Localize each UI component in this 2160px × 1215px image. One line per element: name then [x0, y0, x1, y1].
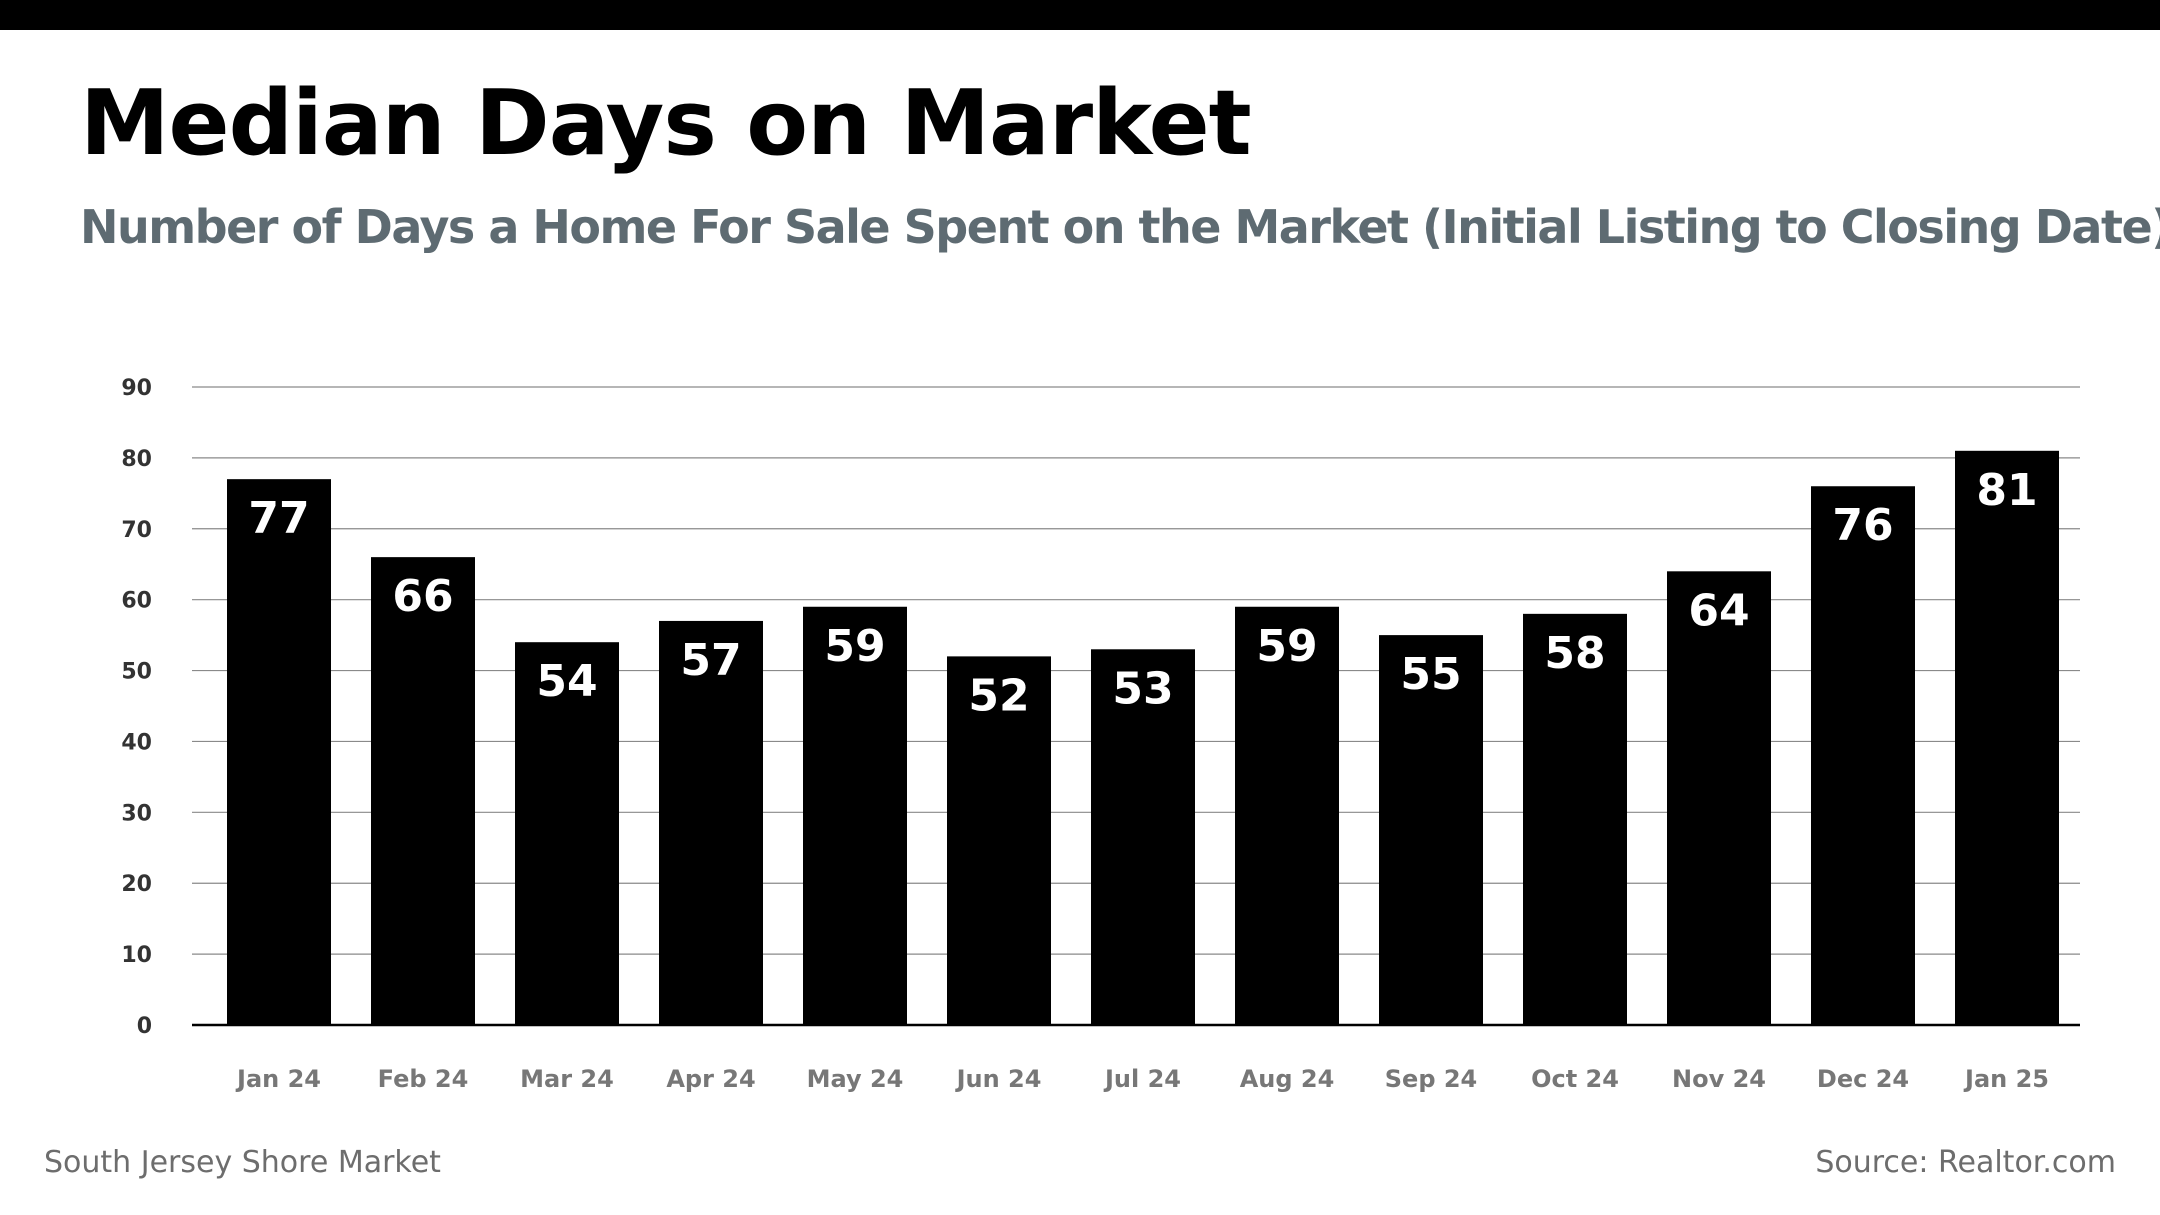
bar	[227, 479, 331, 1026]
bar-value-label: 55	[1400, 649, 1461, 700]
y-tick-label: 20	[121, 872, 152, 897]
bar	[1091, 649, 1195, 1025]
x-tick-label: Jul 24	[1103, 1065, 1181, 1093]
x-tick-label: Mar 24	[520, 1065, 614, 1093]
bar	[803, 606, 907, 1025]
bar-value-label: 57	[680, 635, 741, 686]
bar	[1667, 571, 1771, 1025]
bar-value-label: 53	[1112, 663, 1173, 714]
y-tick-label: 90	[121, 376, 152, 401]
bar-value-label: 59	[1256, 621, 1317, 672]
y-tick-label: 40	[121, 730, 152, 755]
bar-chart: 0 10 20 30 40 50 60 70 80 90 77 66 54 57 59 52 53 59 55 58…	[121, 376, 2080, 1093]
chart-subtitle: Number of Days a Home For Sale Spent on …	[80, 200, 2160, 254]
x-tick-label: Dec 24	[1817, 1065, 1909, 1093]
y-tick-label: 60	[121, 589, 152, 614]
y-axis-ticks: 0 10 20 30 40 50 60 70 80 90	[121, 376, 152, 1039]
y-tick-label: 30	[121, 801, 152, 826]
bar-value-label: 54	[536, 656, 597, 707]
bar-value-label: 64	[1688, 585, 1749, 636]
bar	[1811, 486, 1915, 1025]
x-tick-label: May 24	[807, 1065, 904, 1093]
x-tick-label: Nov 24	[1672, 1065, 1766, 1093]
x-tick-label: Sep 24	[1385, 1065, 1478, 1093]
x-axis-ticks: Jan 24 Feb 24 Mar 24 Apr 24 May 24 Jun 24 Jul …	[235, 1065, 2049, 1093]
y-tick-label: 80	[121, 447, 152, 472]
bar	[515, 642, 619, 1025]
bar	[1955, 450, 2059, 1025]
bar-value-label: 52	[968, 670, 1029, 721]
bar	[1235, 606, 1339, 1025]
x-tick-label: Apr 24	[666, 1065, 755, 1093]
y-tick-label: 70	[121, 518, 152, 543]
bar	[1379, 635, 1483, 1025]
bar-value-label: 76	[1832, 500, 1893, 551]
chart-title: Median Days on Market	[80, 71, 1252, 176]
x-tick-label: Jun 24	[955, 1065, 1042, 1093]
x-tick-label: Jan 24	[235, 1065, 321, 1093]
top-bar	[0, 0, 2160, 30]
bar-value-label: 81	[1976, 465, 2037, 516]
footer-source-label: Source: Realtor.com	[1815, 1145, 2116, 1180]
x-tick-label: Oct 24	[1531, 1065, 1619, 1093]
x-tick-label: Feb 24	[378, 1065, 469, 1093]
bar	[1523, 613, 1627, 1025]
y-tick-label: 0	[137, 1014, 152, 1039]
bar	[659, 620, 763, 1025]
bar	[947, 656, 1051, 1025]
footer-market-label: South Jersey Shore Market	[44, 1145, 441, 1180]
bar	[371, 557, 475, 1025]
y-tick-label: 50	[121, 660, 152, 685]
bar-value-label: 58	[1544, 628, 1605, 679]
bars: 77 66 54 57 59 52 53 59 55 58 64 76 81	[227, 450, 2059, 1026]
x-tick-label: Aug 24	[1240, 1065, 1335, 1093]
bar-value-label: 77	[248, 493, 309, 544]
x-tick-label: Jan 25	[1963, 1065, 2049, 1093]
y-tick-label: 10	[121, 943, 152, 968]
bar-value-label: 66	[392, 571, 453, 622]
bar-value-label: 59	[824, 621, 885, 672]
